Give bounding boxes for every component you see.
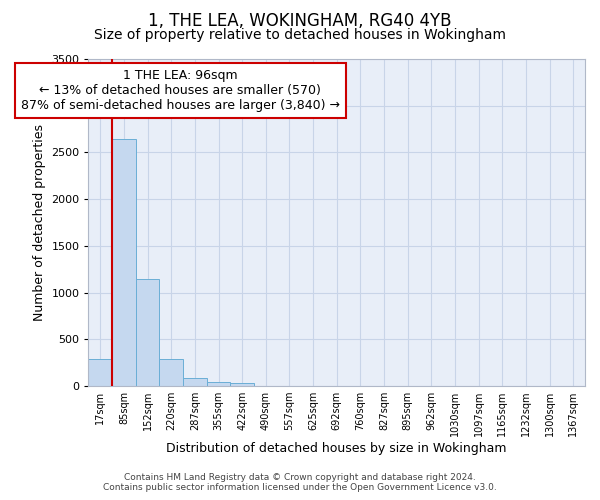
X-axis label: Distribution of detached houses by size in Wokingham: Distribution of detached houses by size … (166, 442, 507, 455)
Bar (206, 382, 230, 386)
Text: 1 THE LEA: 96sqm
← 13% of detached houses are smaller (570)
87% of semi-detached: 1 THE LEA: 96sqm ← 13% of detached house… (21, 69, 340, 112)
Bar (183, 378, 206, 386)
Bar (230, 384, 254, 386)
Bar (136, 279, 160, 386)
Text: Size of property relative to detached houses in Wokingham: Size of property relative to detached ho… (94, 28, 506, 42)
Text: Contains HM Land Registry data © Crown copyright and database right 2024.
Contai: Contains HM Land Registry data © Crown c… (103, 473, 497, 492)
Bar (112, 140, 136, 386)
Y-axis label: Number of detached properties: Number of detached properties (33, 124, 46, 321)
Text: 1, THE LEA, WOKINGHAM, RG40 4YB: 1, THE LEA, WOKINGHAM, RG40 4YB (148, 12, 452, 30)
Bar (160, 358, 183, 386)
Bar (88, 359, 112, 386)
